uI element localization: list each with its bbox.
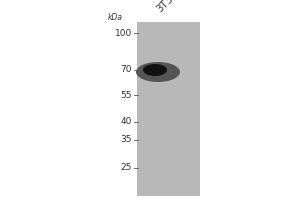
Text: 100: 100 (115, 28, 132, 38)
Text: kDa: kDa (108, 14, 123, 22)
Text: 3T3: 3T3 (155, 0, 176, 14)
Text: 40: 40 (121, 117, 132, 127)
Text: 25: 25 (121, 164, 132, 172)
Ellipse shape (143, 64, 167, 76)
Text: 70: 70 (121, 66, 132, 74)
Text: 55: 55 (121, 90, 132, 99)
Ellipse shape (136, 62, 180, 82)
Bar (137, 22, 200, 196)
Text: 35: 35 (121, 136, 132, 144)
